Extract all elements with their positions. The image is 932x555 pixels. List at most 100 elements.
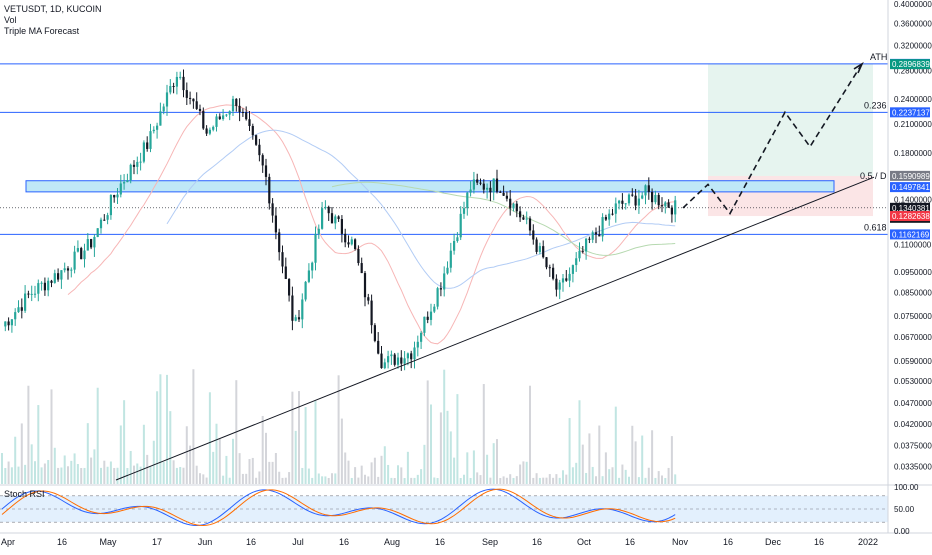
- volume-bar: [67, 466, 69, 484]
- candle-body: [410, 353, 413, 360]
- candle-body: [324, 206, 327, 209]
- candle-body: [670, 207, 673, 215]
- candle-body: [396, 357, 400, 365]
- candle-body: [146, 142, 149, 149]
- price-badge: [890, 182, 930, 193]
- volume-bar: [169, 411, 172, 484]
- candle-body: [172, 86, 175, 88]
- time-tick-label: 16: [814, 537, 824, 547]
- volume-bar: [57, 467, 60, 484]
- volume-bar: [383, 446, 386, 484]
- volume-bar: [674, 474, 677, 484]
- candle-body: [591, 232, 594, 240]
- volume-bar: [436, 478, 439, 484]
- candle-body: [274, 215, 277, 233]
- candle-body: [387, 356, 390, 363]
- volume-bar: [195, 465, 198, 484]
- volume-bar: [578, 400, 581, 484]
- price-badge-label: 0.2237137: [892, 108, 930, 117]
- volume-bar: [24, 464, 27, 484]
- candle-body: [185, 90, 188, 98]
- price-tick-label: 0.1400000: [894, 196, 932, 205]
- candle-body: [403, 358, 406, 364]
- stoch-rsi-label[interactable]: Stoch RSI: [4, 489, 45, 499]
- indicator-label[interactable]: Triple MA Forecast: [4, 26, 80, 36]
- volume-bar: [238, 453, 241, 484]
- candle-body: [495, 178, 499, 192]
- candle-body: [63, 268, 66, 271]
- candle-body: [294, 317, 297, 321]
- candle-body: [142, 142, 145, 162]
- volume-bar: [258, 471, 261, 484]
- price-tick-label: 0.2100000: [894, 120, 932, 129]
- volume-bar: [126, 467, 129, 484]
- volume-bar: [30, 444, 33, 484]
- candle-body: [113, 195, 116, 198]
- volume-bar: [218, 438, 221, 484]
- candle-body: [449, 250, 452, 268]
- volume-bar: [350, 477, 353, 484]
- volume-bar: [274, 453, 277, 484]
- volume-bar: [661, 475, 663, 484]
- candle-body: [208, 129, 211, 134]
- volume-bar: [166, 374, 168, 484]
- candle-body: [53, 273, 56, 283]
- candle-body: [159, 111, 162, 126]
- candle-body: [393, 354, 396, 365]
- candle-body: [258, 144, 261, 156]
- candle-body: [667, 202, 670, 208]
- candle-body: [304, 281, 307, 300]
- candle-body: [380, 353, 383, 369]
- volume-label[interactable]: Vol: [4, 15, 17, 25]
- candle-body: [271, 203, 274, 216]
- volume-bar: [76, 464, 79, 484]
- volume-bar: [535, 473, 538, 484]
- volume-bar: [364, 474, 366, 484]
- volume-bar: [50, 389, 53, 484]
- volume-bar: [119, 425, 122, 484]
- volume-bar: [406, 451, 409, 484]
- candle-body: [459, 213, 462, 238]
- candle-body: [548, 267, 551, 269]
- volume-bar: [538, 477, 541, 484]
- volume-bar: [251, 457, 254, 484]
- candle-body: [499, 191, 502, 193]
- price-tick-label: 0.2400000: [894, 95, 932, 104]
- candle-body: [37, 283, 40, 294]
- candle-body: [301, 299, 304, 320]
- candle-body: [558, 282, 561, 290]
- time-tick-label: Jul: [292, 537, 304, 547]
- candle-body: [664, 202, 667, 207]
- price-tick-label: 0.0420000: [894, 420, 932, 429]
- candle-body: [581, 250, 584, 252]
- candle-body: [321, 208, 324, 229]
- candle-body: [624, 203, 627, 205]
- volume-bar: [453, 457, 456, 484]
- volume-bar: [456, 394, 459, 484]
- candle-body: [357, 248, 360, 264]
- candle-body: [311, 262, 314, 271]
- volume-bar: [360, 465, 363, 484]
- volume-bar: [410, 477, 413, 484]
- volume-bar: [172, 460, 175, 484]
- candle-body: [674, 200, 677, 215]
- volume-bar: [324, 476, 327, 484]
- chart-legend: VETUSDT, 1D, KUCOIN Vol Triple MA Foreca…: [4, 4, 102, 37]
- candle-body: [198, 108, 202, 111]
- volume-bar: [641, 435, 644, 484]
- candle-body: [330, 213, 334, 224]
- volume-bar: [149, 466, 152, 484]
- volume-bar: [344, 452, 347, 484]
- volume-bar: [80, 467, 83, 484]
- moving-average-line: [67, 104, 676, 345]
- symbol-label[interactable]: VETUSDT, 1D, KUCOIN: [4, 4, 102, 14]
- candle-body: [469, 189, 472, 193]
- price-tick-label: 0.1100000: [894, 241, 932, 250]
- volume-bar: [129, 450, 132, 484]
- candle-body: [486, 187, 489, 190]
- fib-05-label: 0.5 / D: [860, 171, 887, 181]
- time-tick-label: 2022: [858, 537, 878, 547]
- time-tick-label: 16: [625, 537, 635, 547]
